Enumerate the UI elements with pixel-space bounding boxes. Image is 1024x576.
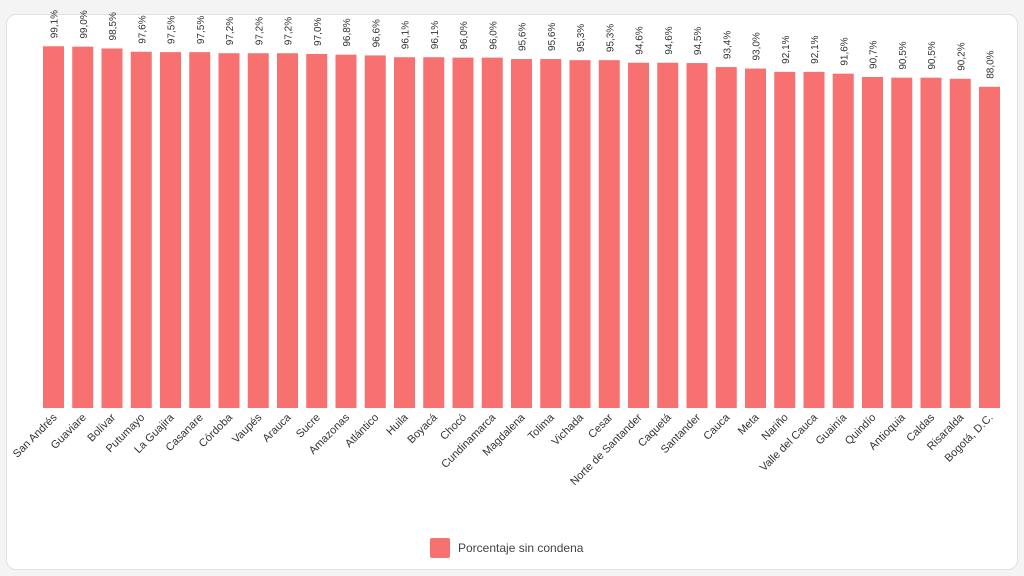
value-label-19: 95,3% bbox=[605, 24, 616, 52]
value-label-14: 96,0% bbox=[459, 21, 470, 49]
bar-23 bbox=[715, 67, 737, 408]
value-label-20: 94,6% bbox=[635, 26, 646, 54]
bar-30 bbox=[920, 77, 942, 409]
value-label-18: 95,3% bbox=[576, 24, 587, 52]
bar-4 bbox=[160, 52, 181, 408]
bar-25 bbox=[774, 71, 796, 409]
bar-32 bbox=[979, 86, 1000, 409]
value-label-22: 94,5% bbox=[693, 27, 704, 55]
bar-17 bbox=[540, 59, 562, 409]
value-label-2: 98,5% bbox=[108, 12, 119, 40]
legend: Porcentaje sin condena bbox=[430, 538, 583, 558]
bar-1 bbox=[72, 46, 94, 409]
value-labels-group: 99,1% 99,0% 98,5% 97,6% 97,5% 97,5% 97,2% 97,2%… bbox=[50, 10, 997, 79]
value-label-25: 92,1% bbox=[781, 35, 792, 63]
category-label-23: Cauca bbox=[701, 411, 733, 443]
category-label-18: Vichada bbox=[550, 411, 587, 448]
value-label-21: 94,6% bbox=[664, 26, 675, 54]
value-label-3: 97,6% bbox=[137, 15, 148, 43]
value-label-1: 99,0% bbox=[79, 10, 90, 38]
bar-11 bbox=[364, 55, 386, 408]
value-label-5: 97,5% bbox=[196, 16, 207, 44]
value-label-26: 92,1% bbox=[810, 35, 821, 63]
category-label-8: Arauca bbox=[260, 411, 294, 445]
value-label-27: 91,6% bbox=[839, 37, 850, 65]
value-label-28: 90,7% bbox=[869, 40, 880, 68]
legend-label: Porcentaje sin condena bbox=[458, 541, 584, 555]
bar-2 bbox=[101, 48, 123, 408]
value-label-8: 97,2% bbox=[284, 17, 295, 45]
bar-9 bbox=[306, 53, 328, 408]
category-label-6: Córdoba bbox=[197, 411, 236, 450]
bar-19 bbox=[598, 60, 620, 408]
bar-13 bbox=[423, 57, 445, 409]
bar-31 bbox=[949, 78, 971, 409]
bar-6 bbox=[218, 53, 240, 408]
value-label-13: 96,1% bbox=[430, 21, 441, 49]
bar-0 bbox=[43, 46, 64, 408]
category-label-24: Meta bbox=[736, 411, 762, 437]
category-label-7: Vaupés bbox=[230, 411, 265, 446]
bar-12 bbox=[394, 57, 415, 409]
bar-21 bbox=[657, 62, 679, 409]
value-label-32: 88,0% bbox=[986, 50, 997, 78]
value-label-15: 96,0% bbox=[488, 21, 499, 49]
bar-28 bbox=[862, 76, 883, 408]
bar-27 bbox=[832, 73, 854, 408]
value-label-11: 96,6% bbox=[371, 19, 382, 47]
bar-26 bbox=[803, 71, 825, 409]
value-label-24: 93,0% bbox=[752, 32, 763, 60]
value-label-30: 90,5% bbox=[927, 41, 938, 69]
bar-8 bbox=[277, 53, 298, 408]
value-label-0: 99,1% bbox=[50, 10, 61, 38]
value-label-9: 97,0% bbox=[313, 17, 324, 45]
bar-22 bbox=[686, 63, 708, 408]
category-label-13: Boyacá bbox=[405, 411, 440, 446]
bars-group bbox=[43, 46, 1000, 409]
bar-3 bbox=[130, 51, 152, 408]
value-label-4: 97,5% bbox=[167, 16, 178, 44]
bar-24 bbox=[745, 68, 766, 409]
bar-10 bbox=[335, 54, 357, 409]
bar-14 bbox=[452, 57, 474, 408]
value-label-23: 93,4% bbox=[722, 31, 733, 59]
value-label-7: 97,2% bbox=[254, 17, 265, 45]
value-label-12: 96,1% bbox=[401, 21, 412, 49]
value-label-29: 90,5% bbox=[898, 41, 909, 69]
bar-7 bbox=[247, 53, 269, 408]
value-label-6: 97,2% bbox=[225, 17, 236, 45]
value-label-10: 96,8% bbox=[342, 18, 353, 46]
legend-swatch bbox=[430, 538, 450, 558]
bar-29 bbox=[891, 77, 913, 409]
value-label-17: 95,6% bbox=[547, 23, 558, 51]
category-label-12: Huila bbox=[384, 411, 411, 438]
bar-15 bbox=[481, 57, 503, 408]
bar-16 bbox=[511, 59, 532, 409]
bar-5 bbox=[189, 52, 211, 408]
value-label-31: 90,2% bbox=[956, 42, 967, 70]
bar-20 bbox=[628, 62, 649, 409]
value-label-16: 95,6% bbox=[518, 23, 529, 51]
bar-18 bbox=[569, 60, 591, 408]
category-label-0: San Andrés bbox=[11, 411, 60, 460]
